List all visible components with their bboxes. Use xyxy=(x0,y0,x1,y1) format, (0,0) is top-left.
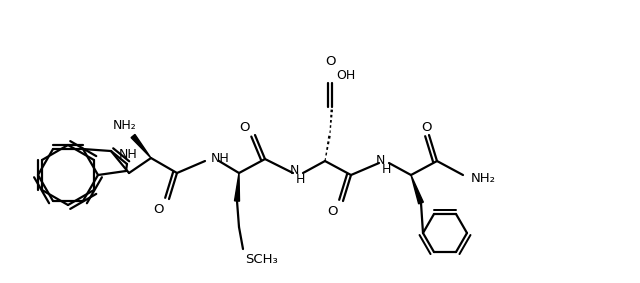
Text: SCH₃: SCH₃ xyxy=(244,252,277,265)
Text: O: O xyxy=(422,121,432,134)
Polygon shape xyxy=(234,173,239,201)
Polygon shape xyxy=(411,175,423,204)
Polygon shape xyxy=(131,134,151,158)
Text: O: O xyxy=(240,121,250,134)
Text: O: O xyxy=(326,55,336,68)
Text: O: O xyxy=(154,203,164,216)
Text: NH₂: NH₂ xyxy=(470,171,495,185)
Text: H: H xyxy=(382,162,392,175)
Text: NH: NH xyxy=(118,147,138,160)
Text: NH: NH xyxy=(211,151,230,164)
Text: O: O xyxy=(328,205,339,218)
Text: OH: OH xyxy=(337,68,356,82)
Text: NH₂: NH₂ xyxy=(113,119,137,132)
Text: N: N xyxy=(375,153,385,166)
Text: H: H xyxy=(296,173,305,186)
Text: N: N xyxy=(289,164,299,177)
